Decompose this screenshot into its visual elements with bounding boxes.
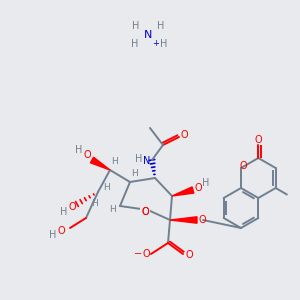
- Text: +: +: [153, 38, 159, 47]
- Text: H: H: [49, 230, 57, 240]
- Text: −: −: [134, 249, 142, 259]
- Text: O: O: [57, 226, 65, 236]
- Polygon shape: [170, 217, 197, 223]
- Text: O: O: [83, 150, 91, 160]
- Text: H: H: [103, 184, 110, 193]
- Text: H: H: [157, 21, 165, 31]
- Text: H: H: [60, 207, 68, 217]
- Text: N: N: [143, 156, 151, 166]
- Polygon shape: [90, 157, 110, 170]
- Text: O: O: [254, 135, 262, 145]
- Text: O: O: [198, 215, 206, 225]
- Text: O: O: [68, 202, 76, 212]
- Text: H: H: [160, 39, 168, 49]
- Text: H: H: [75, 145, 83, 155]
- Text: O: O: [185, 250, 193, 260]
- Text: O: O: [141, 207, 149, 217]
- Text: H: H: [132, 169, 138, 178]
- Text: O: O: [194, 183, 202, 193]
- Text: O: O: [142, 249, 150, 259]
- Polygon shape: [172, 187, 194, 196]
- Text: O: O: [141, 207, 149, 217]
- Text: H: H: [131, 39, 139, 49]
- Text: H: H: [112, 158, 118, 166]
- Text: H: H: [202, 178, 210, 188]
- Text: O: O: [180, 130, 188, 140]
- Text: N: N: [144, 30, 152, 40]
- Text: H: H: [135, 154, 143, 164]
- Text: O: O: [239, 161, 247, 171]
- Text: H: H: [110, 206, 116, 214]
- Bar: [140, 208, 150, 216]
- Text: H: H: [91, 199, 98, 208]
- Text: H: H: [132, 21, 140, 31]
